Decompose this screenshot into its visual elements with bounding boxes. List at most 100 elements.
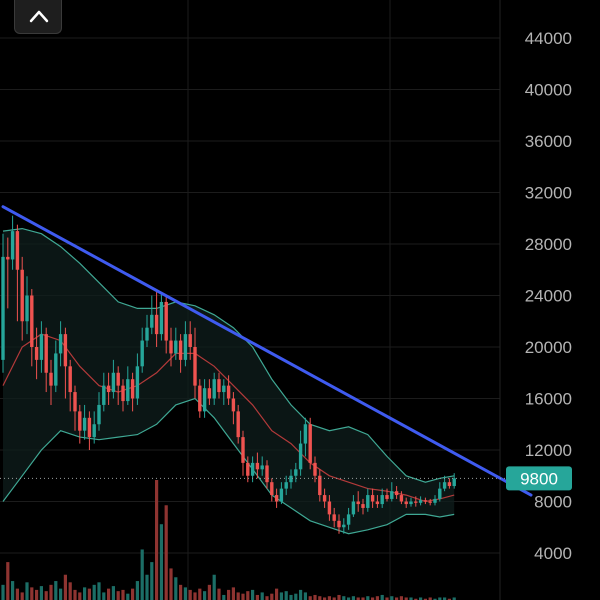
volume-bar bbox=[174, 577, 178, 600]
price-axis[interactable]: 44000 40000 36000 32000 28000 24000 20000 16000… bbox=[525, 29, 572, 563]
candle-body bbox=[250, 462, 255, 476]
candle-body bbox=[361, 504, 365, 508]
candle-body bbox=[327, 501, 332, 515]
candle-body bbox=[202, 388, 207, 412]
candlesticks bbox=[1, 215, 456, 534]
price-axis-label: 12000 bbox=[525, 441, 572, 460]
candle-body bbox=[255, 462, 260, 470]
candle-body bbox=[116, 372, 120, 386]
candle-body bbox=[145, 327, 149, 341]
candle-body bbox=[260, 465, 264, 470]
candle-body bbox=[20, 269, 24, 322]
candle-body bbox=[135, 366, 140, 399]
candle-body bbox=[351, 501, 356, 515]
candle-body bbox=[1, 256, 5, 360]
candle-body bbox=[207, 388, 212, 399]
price-badge-bg bbox=[506, 466, 572, 491]
candle-body bbox=[30, 295, 34, 347]
candle-body bbox=[178, 340, 183, 360]
volume-bar bbox=[44, 591, 48, 600]
volume-bar bbox=[169, 568, 173, 600]
volume-bar bbox=[385, 597, 389, 600]
collapse-button[interactable] bbox=[14, 0, 62, 34]
candle-body bbox=[121, 385, 125, 402]
volume-bar bbox=[303, 592, 307, 600]
candle-body bbox=[44, 334, 48, 373]
candle-body bbox=[270, 482, 274, 496]
volume-bar bbox=[452, 597, 456, 600]
price-axis-label: 40000 bbox=[525, 81, 572, 100]
chevron-up-icon bbox=[29, 10, 49, 23]
volume-bar bbox=[145, 574, 149, 600]
volume-bar bbox=[102, 592, 106, 600]
candle-body bbox=[298, 443, 303, 470]
candle-body bbox=[154, 314, 159, 335]
candle-body bbox=[130, 379, 135, 399]
volume-bar bbox=[150, 562, 154, 600]
candle-body bbox=[82, 417, 87, 431]
bollinger-upper-line bbox=[2, 227, 455, 483]
candle-body bbox=[370, 495, 375, 502]
candle-body bbox=[380, 495, 384, 505]
candle-body bbox=[222, 385, 226, 393]
volume-bar bbox=[342, 596, 346, 600]
volume-bar bbox=[25, 582, 29, 600]
candle-body bbox=[236, 411, 240, 438]
volume-bar bbox=[390, 596, 394, 600]
volume-bar bbox=[375, 596, 379, 600]
volume-bar bbox=[409, 597, 413, 600]
candle-body bbox=[308, 424, 312, 463]
candle-body bbox=[241, 437, 245, 463]
trendline-segment[interactable] bbox=[1, 205, 533, 497]
candle-body bbox=[92, 424, 96, 438]
volume-bar bbox=[404, 597, 408, 600]
candle-body bbox=[78, 411, 82, 431]
volume-bar bbox=[423, 598, 427, 600]
volume-bar bbox=[419, 597, 423, 600]
volume-bar bbox=[183, 587, 187, 600]
candle-body bbox=[25, 295, 29, 322]
candle-body bbox=[423, 500, 428, 502]
candle-body bbox=[342, 524, 346, 528]
candle-body bbox=[366, 495, 370, 508]
volume-bar bbox=[63, 574, 67, 600]
volume-bar bbox=[275, 588, 279, 600]
volume-bar bbox=[356, 597, 360, 600]
candle-body bbox=[279, 488, 284, 502]
candle-body bbox=[404, 501, 408, 505]
candle-body bbox=[428, 501, 432, 503]
volume-bar bbox=[39, 586, 43, 600]
candle-body bbox=[212, 379, 216, 399]
volume-bar bbox=[395, 597, 399, 600]
volume-bar bbox=[294, 593, 298, 600]
trendline[interactable] bbox=[1, 205, 533, 497]
candle-body bbox=[414, 501, 418, 503]
volume-bar bbox=[351, 596, 355, 600]
candle-body bbox=[265, 465, 269, 483]
candle-body bbox=[418, 500, 423, 503]
volume-bar bbox=[241, 593, 245, 600]
candle-body bbox=[10, 231, 15, 260]
volume-bar bbox=[284, 591, 288, 600]
volume-bar bbox=[92, 584, 96, 600]
volume-bar bbox=[236, 592, 240, 600]
volume-bar bbox=[193, 592, 197, 600]
volume-bar bbox=[347, 597, 351, 600]
price-axis-label: 44000 bbox=[525, 29, 572, 48]
candle-body bbox=[390, 491, 394, 499]
volume-bar bbox=[231, 587, 235, 600]
candle-body bbox=[54, 353, 58, 386]
volume-bar bbox=[222, 594, 226, 600]
volume-bar bbox=[73, 589, 77, 600]
current-price-badge: 9800 bbox=[506, 466, 572, 491]
volume-bar bbox=[97, 582, 101, 600]
candle-body bbox=[68, 366, 72, 393]
candle-body bbox=[150, 314, 154, 328]
volume-bar bbox=[428, 597, 432, 600]
candle-body bbox=[87, 417, 92, 438]
volume-bar bbox=[380, 594, 384, 600]
volume-bar bbox=[198, 588, 202, 600]
volume-bar bbox=[308, 596, 312, 600]
volume-bar bbox=[246, 591, 250, 600]
